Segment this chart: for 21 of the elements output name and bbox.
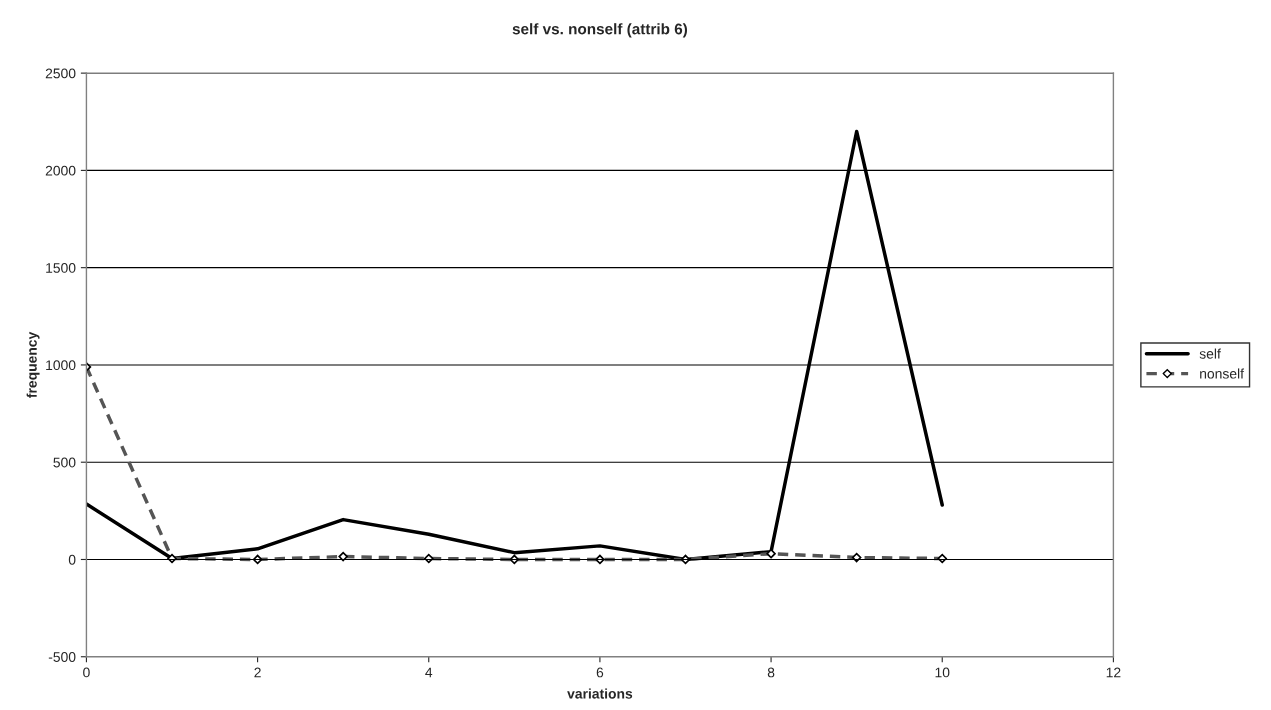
y-tick-label: 0 xyxy=(68,554,76,565)
x-tick-label: 2 xyxy=(254,667,261,678)
x-axis-title: variations xyxy=(567,688,633,699)
x-tick-label: 8 xyxy=(767,667,775,678)
y-tick-label: 2000 xyxy=(45,165,76,176)
x-tick-label: 4 xyxy=(425,667,433,678)
x-tick-label: 12 xyxy=(1106,667,1121,678)
y-tick-label: 500 xyxy=(53,457,76,468)
point xyxy=(766,548,776,559)
y-tick-label: 1000 xyxy=(46,360,76,371)
y-tick-label: 2500 xyxy=(45,68,76,79)
y-tick-label: 1500 xyxy=(46,263,76,273)
legend-label: self xyxy=(1199,348,1221,359)
legend-label: nonself xyxy=(1200,368,1245,379)
point xyxy=(680,554,691,565)
x-tick-label: 6 xyxy=(596,667,604,678)
chart-title: self vs. nonself (attrib 6) xyxy=(512,23,688,38)
x-tick-label: 0 xyxy=(83,667,90,678)
y-tick-label: -500 xyxy=(48,652,76,662)
x-tick-label: 10 xyxy=(935,667,950,678)
y-axis-title: frequency xyxy=(26,331,40,398)
